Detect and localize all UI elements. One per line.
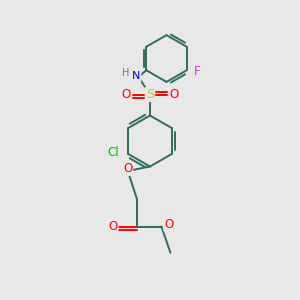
Text: Cl: Cl [107,146,119,159]
Text: O: O [164,218,173,231]
Text: S: S [146,88,154,101]
Text: O: O [169,88,178,101]
Text: N: N [132,71,140,81]
Text: O: O [108,220,117,233]
Text: O: O [123,162,132,175]
Text: H: H [122,68,130,78]
Text: F: F [194,65,201,78]
Text: O: O [122,88,130,101]
